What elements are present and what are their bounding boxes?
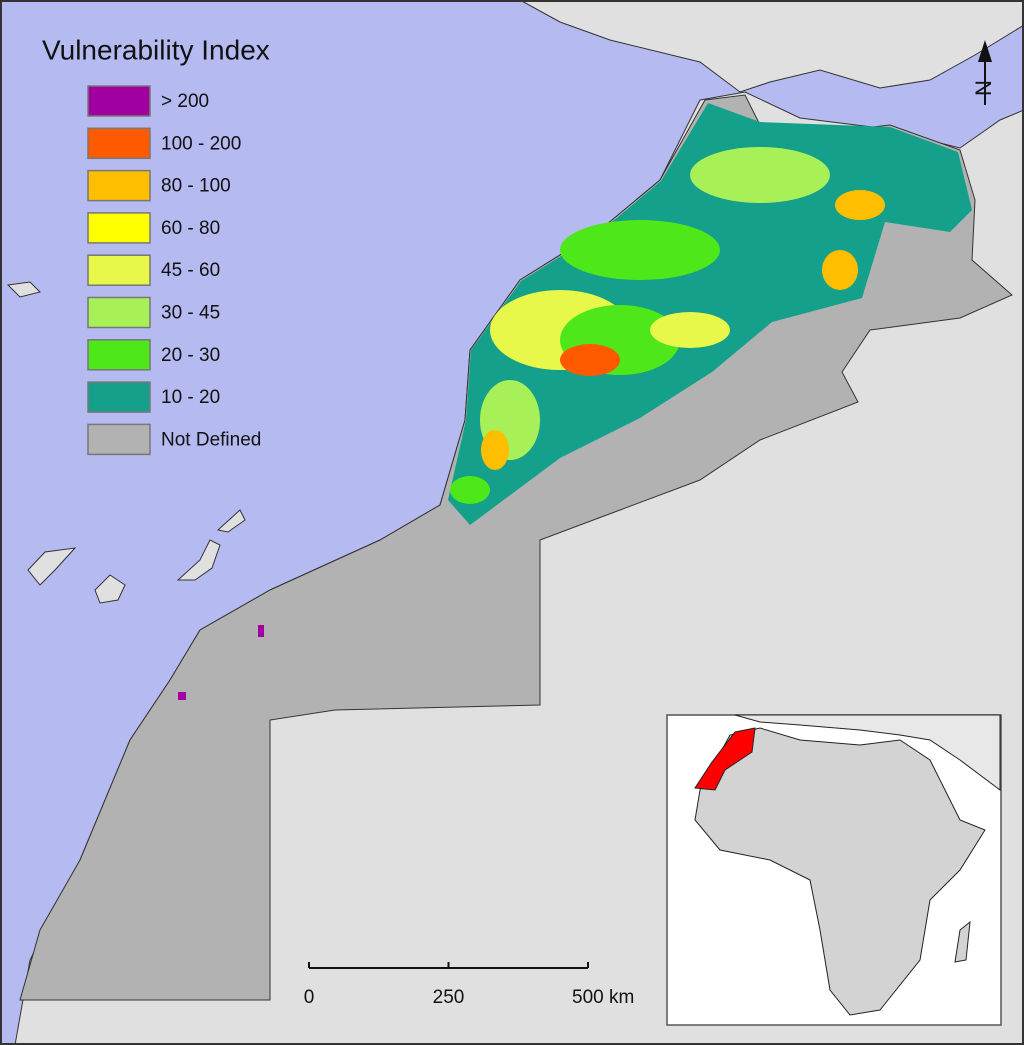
patch — [560, 344, 620, 376]
patch — [178, 692, 186, 700]
north-label: N — [971, 80, 996, 96]
legend-swatch — [87, 127, 151, 160]
patch — [690, 147, 830, 203]
island — [176, 539, 221, 581]
island — [94, 574, 126, 604]
legend-label: > 200 — [161, 91, 209, 112]
scale-label: 250 — [433, 987, 465, 1008]
island — [27, 547, 77, 586]
legend: > 200 100 - 200 80 - 100 60 - 80 45 - 60 30 -… — [87, 85, 261, 456]
legend-swatch — [87, 212, 151, 244]
legend-swatch — [87, 339, 151, 371]
island — [6, 281, 41, 298]
spain — [519, 0, 1024, 93]
legend-label: 60 - 80 — [161, 218, 220, 239]
canary-islands — [6, 281, 246, 604]
scale-bar: 0 250 500 km — [304, 962, 634, 1008]
legend-swatch — [87, 296, 151, 329]
legend-label: 20 - 30 — [161, 345, 220, 366]
north-arrow: N — [971, 40, 996, 105]
inset-morocco — [694, 727, 756, 791]
legend-label: 10 - 20 — [161, 387, 220, 408]
patch — [835, 190, 885, 220]
inset-eurasia — [734, 714, 1001, 791]
patch — [560, 220, 720, 280]
legend-swatch — [87, 85, 151, 117]
patch — [481, 430, 509, 470]
legend-swatch — [87, 381, 151, 413]
vulnerability-patches — [178, 147, 885, 700]
patch — [650, 312, 730, 348]
scale-label: 0 — [304, 987, 315, 1008]
legend-swatch — [87, 254, 151, 286]
patch — [258, 625, 264, 637]
patch — [822, 250, 858, 290]
scale-label: 500 km — [572, 987, 634, 1008]
inset-africa — [694, 727, 986, 1016]
legend-label: 80 - 100 — [161, 176, 231, 197]
legend-label: 100 - 200 — [161, 133, 241, 154]
legend-label: 45 - 60 — [161, 260, 220, 281]
inset-map — [666, 714, 1002, 1026]
legend-swatch — [87, 423, 151, 456]
legend-label: Not Defined — [161, 429, 261, 450]
island — [216, 509, 246, 533]
inset-madagascar — [954, 920, 971, 963]
legend-label: 30 - 45 — [161, 303, 220, 324]
north-arrow-head — [978, 40, 992, 62]
legend-swatch — [87, 169, 151, 202]
legend-title: Vulnerability Index — [42, 34, 270, 65]
patch — [450, 476, 490, 504]
